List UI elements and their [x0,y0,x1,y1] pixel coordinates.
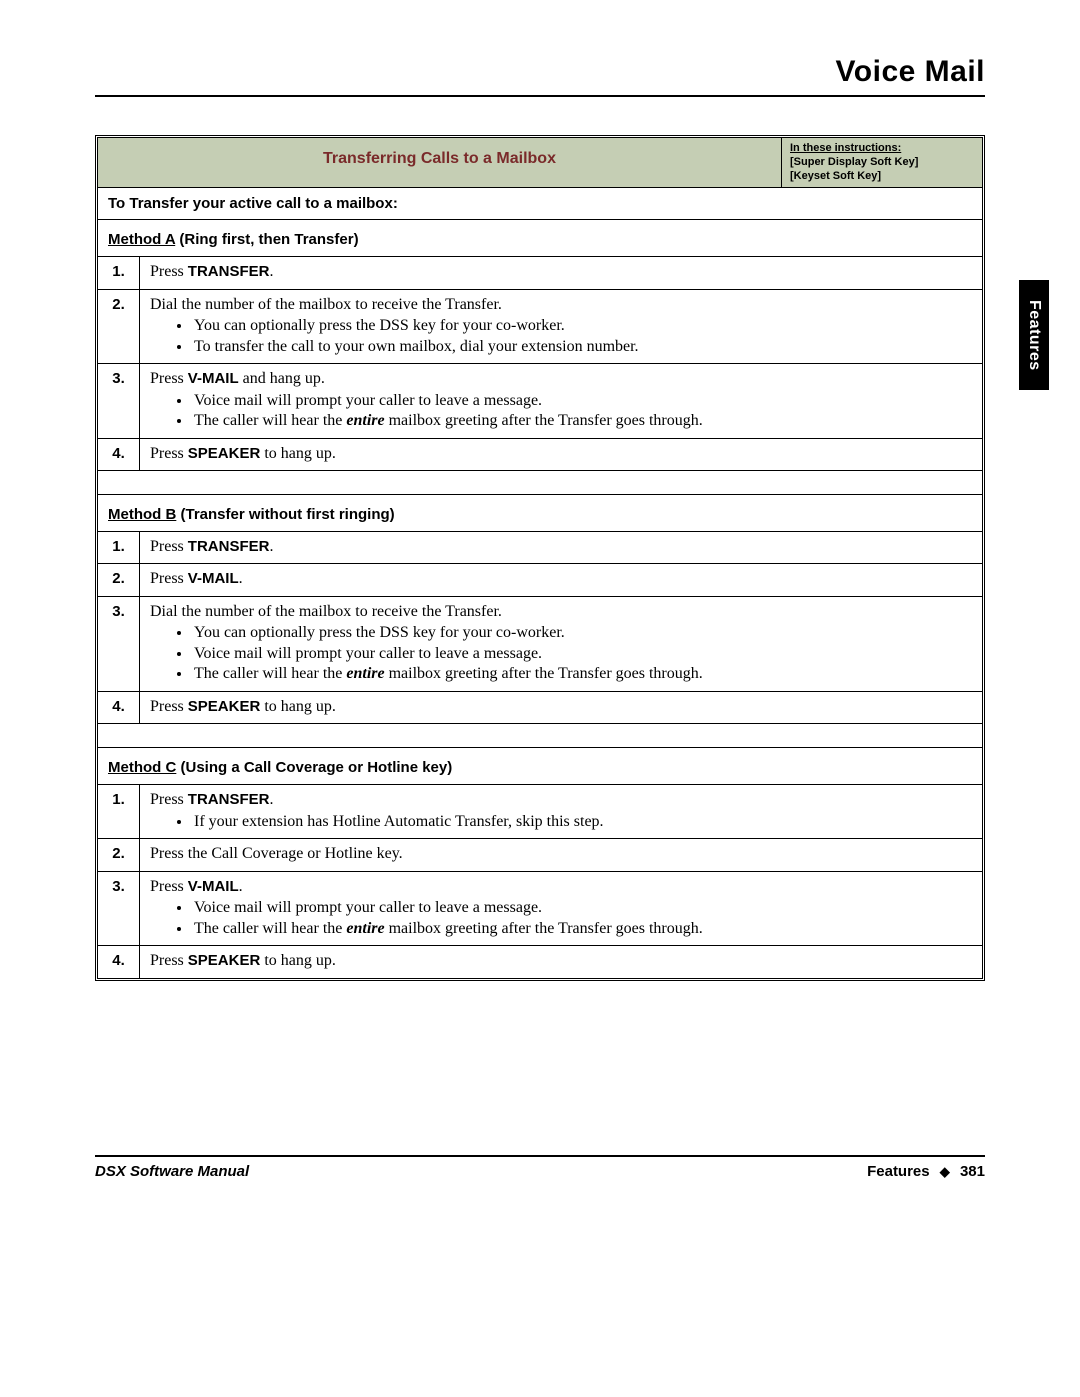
footer-rule [95,1155,985,1157]
footer-page-ref: Features ◆ 381 [867,1163,985,1180]
footer-line: DSX Software Manual Features ◆ 381 [95,1163,985,1180]
step-row: 3.Press V-MAIL.Voice mail will prompt yo… [98,872,982,946]
step-body: Press V-MAIL.Voice mail will prompt your… [140,872,982,945]
table-header-title: Transferring Calls to a Mailbox [98,138,782,188]
step-body: Press the Call Coverage or Hotline key. [140,839,982,870]
step-body: Press SPEAKER to hang up. [140,439,982,470]
footer-page-number: 381 [960,1163,985,1180]
side-tab: Features [1019,280,1049,390]
step-row: 2.Press the Call Coverage or Hotline key… [98,839,982,871]
footer-section-label: Features [867,1163,930,1180]
header-note-3: [Keyset Soft Key] [790,170,974,184]
page-footer: DSX Software Manual Features ◆ 381 [95,1155,985,1180]
step-bullet: The caller will hear the entire mailbox … [192,664,972,684]
step-number: 2. [98,839,140,870]
step-number: 3. [98,872,140,945]
header-note-1: In these instructions: [790,142,974,156]
page-content: Voice Mail Transferring Calls to a Mailb… [95,55,985,981]
step-row: 3.Press V-MAIL and hang up.Voice mail wi… [98,364,982,438]
step-number: 1. [98,257,140,288]
step-number: 4. [98,946,140,977]
step-row: 1.Press TRANSFER. [98,532,982,564]
header-note-2: [Super Display Soft Key] [790,156,974,170]
step-body: Press V-MAIL and hang up.Voice mail will… [140,364,982,437]
step-row: 4.Press SPEAKER to hang up. [98,692,982,724]
step-number: 1. [98,785,140,838]
table-header-row: Transferring Calls to a Mailbox In these… [98,138,982,188]
section-header: To Transfer your active call to a mailbo… [98,188,982,220]
gap-row [98,724,982,748]
method-header: Method B (Transfer without first ringing… [98,495,982,532]
title-rule [95,95,985,97]
step-bullet: The caller will hear the entire mailbox … [192,411,972,431]
step-number: 4. [98,692,140,723]
step-row: 4.Press SPEAKER to hang up. [98,439,982,471]
step-row: 1.Press TRANSFER. [98,257,982,289]
method-header: Method A (Ring first, then Transfer) [98,220,982,257]
diamond-icon: ◆ [934,1164,956,1179]
step-bullet: To transfer the call to your own mailbox… [192,337,972,357]
step-body: Dial the number of the mailbox to receiv… [140,290,982,363]
methods-container: Method A (Ring first, then Transfer)1.Pr… [98,220,982,977]
step-bullet: You can optionally press the DSS key for… [192,623,972,643]
instruction-table: Transferring Calls to a Mailbox In these… [95,135,985,981]
gap-row [98,471,982,495]
step-bullet: Voice mail will prompt your caller to le… [192,391,972,411]
step-row: 3.Dial the number of the mailbox to rece… [98,597,982,692]
step-number: 2. [98,290,140,363]
step-body: Press TRANSFER. [140,257,982,288]
step-bullet: If your extension has Hotline Automatic … [192,812,972,832]
step-row: 2.Press V-MAIL. [98,564,982,596]
step-number: 3. [98,597,140,691]
method-header: Method C (Using a Call Coverage or Hotli… [98,748,982,785]
step-body: Press V-MAIL. [140,564,982,595]
step-number: 1. [98,532,140,563]
step-body: Press SPEAKER to hang up. [140,946,982,977]
step-row: 4.Press SPEAKER to hang up. [98,946,982,977]
table-header-notes: In these instructions: [Super Display So… [782,138,982,188]
step-body: Press TRANSFER. [140,532,982,563]
step-body: Press TRANSFER.If your extension has Hot… [140,785,982,838]
step-body: Press SPEAKER to hang up. [140,692,982,723]
step-number: 2. [98,564,140,595]
step-row: 2.Dial the number of the mailbox to rece… [98,290,982,364]
step-body: Dial the number of the mailbox to receiv… [140,597,982,691]
step-bullet: Voice mail will prompt your caller to le… [192,898,972,918]
step-row: 1.Press TRANSFER.If your extension has H… [98,785,982,839]
step-bullet: The caller will hear the entire mailbox … [192,919,972,939]
step-number: 3. [98,364,140,437]
footer-manual-name: DSX Software Manual [95,1163,249,1180]
step-bullet: You can optionally press the DSS key for… [192,316,972,336]
page-title: Voice Mail [95,55,985,95]
step-bullet: Voice mail will prompt your caller to le… [192,644,972,664]
step-number: 4. [98,439,140,470]
